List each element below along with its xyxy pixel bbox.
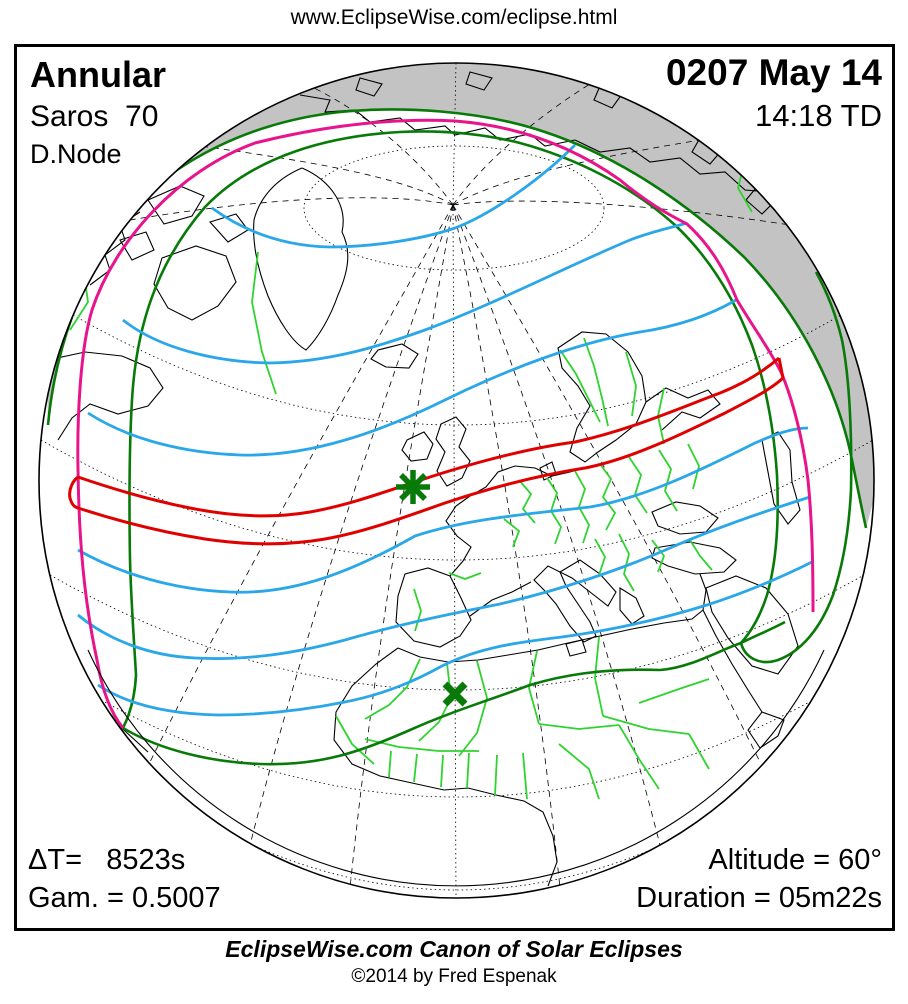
eclipse-type-label: Annular	[30, 54, 167, 95]
duration-label: Duration = 05m22s	[636, 882, 882, 914]
greatest-duration-x	[442, 681, 468, 707]
delta-t-label: ΔT= 8523s	[28, 844, 186, 876]
footer-title: EclipseWise.com Canon of Solar Eclipses	[225, 936, 683, 962]
eclipse-time-label: 14:18 TD	[755, 98, 882, 133]
horizon-arc	[87, 649, 825, 887]
saros-label: Saros 70	[30, 100, 159, 133]
source-url: www.EclipseWise.com/eclipse.html	[290, 6, 618, 29]
gamma-label: Gam. = 0.5007	[28, 882, 221, 914]
annular-path	[68, 356, 785, 546]
altitude-label: Altitude = 60°	[708, 844, 882, 876]
footer-copyright: ©2014 by Fred Espenak	[351, 966, 557, 987]
greatest-eclipse-star	[396, 470, 430, 504]
eclipse-date-label: 0207 May 14	[665, 52, 882, 93]
node-label: D.Node	[30, 139, 122, 169]
magnitude-isolines	[77, 144, 813, 717]
eclipse-globe-map	[38, 62, 875, 899]
globe-outline	[38, 62, 875, 899]
